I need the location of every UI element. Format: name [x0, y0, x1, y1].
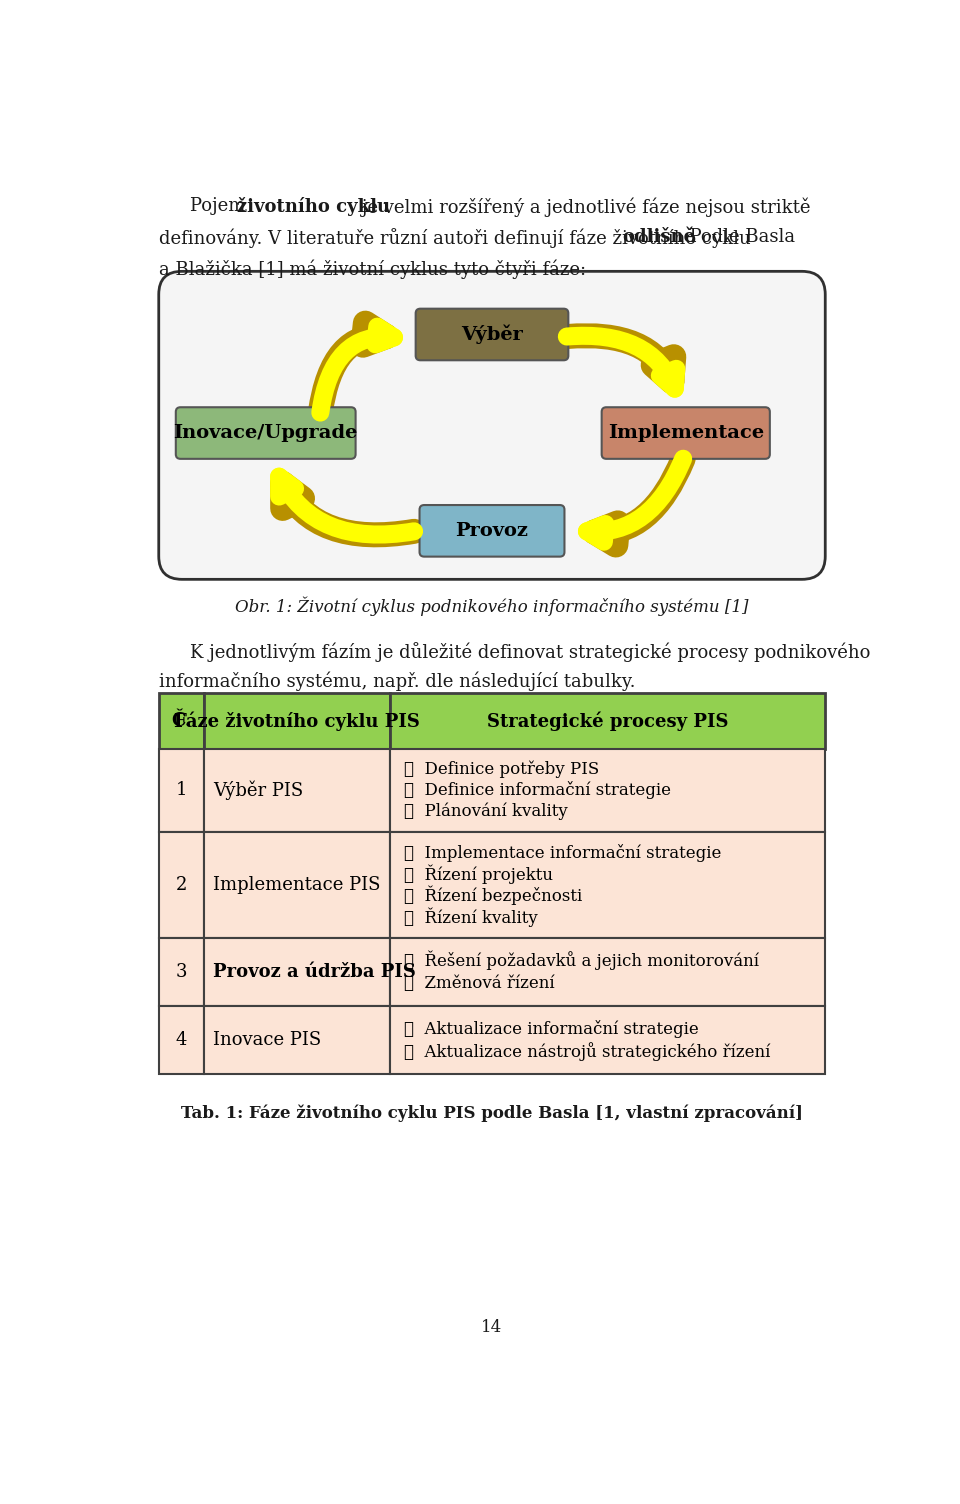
Text: informačního systému, např. dle následující tabulky.: informačního systému, např. dle následuj…: [158, 672, 636, 692]
FancyBboxPatch shape: [176, 408, 355, 459]
Bar: [204, 749, 390, 832]
Text: Implementace PIS: Implementace PIS: [213, 875, 380, 893]
Text: Strategické procesy PIS: Strategické procesy PIS: [487, 711, 729, 731]
Bar: [158, 693, 204, 749]
Text: životního cyklu: životního cyklu: [237, 197, 391, 217]
Bar: [390, 749, 826, 832]
Text: odlišně: odlišně: [622, 229, 695, 247]
Text: ➤  Změnová řízení: ➤ Změnová řízení: [403, 975, 554, 991]
FancyArrowPatch shape: [566, 335, 674, 382]
Text: 1: 1: [176, 781, 187, 799]
Text: 2: 2: [176, 875, 187, 893]
Text: Provoz: Provoz: [456, 522, 528, 540]
FancyBboxPatch shape: [416, 308, 568, 361]
FancyBboxPatch shape: [602, 408, 770, 459]
Bar: [390, 938, 826, 1006]
FancyArrowPatch shape: [282, 484, 414, 535]
Text: ➤  Plánování kvality: ➤ Plánování kvality: [403, 802, 567, 820]
Text: ➤  Definice informační strategie: ➤ Definice informační strategie: [403, 781, 671, 799]
Text: Č.: Č.: [171, 711, 191, 729]
Text: ➤  Aktualizace informační strategie: ➤ Aktualizace informační strategie: [403, 1020, 699, 1038]
Text: Tab. 1: Fáze životního cyklu PIS podle Basla [1, vlastní zpracování]: Tab. 1: Fáze životního cyklu PIS podle B…: [181, 1104, 803, 1122]
Text: a Blažička [1] má životní cyklus tyto čtyři fáze:: a Blažička [1] má životní cyklus tyto čt…: [158, 259, 586, 278]
Text: Obr. 1: Životní cyklus podnikového informačního systému [1]: Obr. 1: Životní cyklus podnikového infor…: [235, 596, 749, 615]
FancyBboxPatch shape: [420, 505, 564, 556]
Text: Výběr PIS: Výběr PIS: [213, 781, 303, 800]
Text: ➤  Řízení bezpečnosti: ➤ Řízení bezpečnosti: [403, 886, 582, 905]
Text: 4: 4: [176, 1030, 187, 1048]
Text: je velmi rozšířený a jednotlivé fáze nejsou striktě: je velmi rozšířený a jednotlivé fáze nej…: [356, 197, 810, 217]
Text: . Podle Basla: . Podle Basla: [679, 229, 796, 247]
Text: ➤  Implementace informační strategie: ➤ Implementace informační strategie: [403, 844, 721, 862]
FancyArrowPatch shape: [594, 459, 684, 544]
Bar: [158, 938, 204, 1006]
Text: K jednotlivým fázím je důležité definovat strategické procesy podnikového: K jednotlivým fázím je důležité definova…: [190, 642, 870, 662]
FancyArrowPatch shape: [279, 477, 414, 534]
Text: ➤  Řízení kvality: ➤ Řízení kvality: [403, 907, 538, 926]
Bar: [390, 1006, 826, 1074]
Text: ➤  Aktualizace nástrojů strategického řízení: ➤ Aktualizace nástrojů strategického říz…: [403, 1042, 770, 1060]
Bar: [204, 693, 390, 749]
FancyArrowPatch shape: [566, 335, 676, 388]
Bar: [204, 832, 390, 938]
Text: Výběr: Výběr: [461, 325, 523, 344]
FancyArrowPatch shape: [587, 459, 684, 541]
Bar: [204, 1006, 390, 1074]
Text: definovány. V literatuře různí autoři definují fáze životního cyklu: definovány. V literatuře různí autoři de…: [158, 229, 756, 248]
Text: Fáze životního cyklu PIS: Fáze životního cyklu PIS: [174, 711, 420, 731]
FancyArrowPatch shape: [321, 326, 394, 412]
Text: ➤  Řízení projektu: ➤ Řízení projektu: [403, 865, 553, 884]
Text: Implementace: Implementace: [608, 424, 764, 442]
Text: ➤  Řešení požadavků a jejich monitorování: ➤ Řešení požadavků a jejich monitorování: [403, 951, 758, 970]
Text: Inovace/Upgrade: Inovace/Upgrade: [174, 424, 358, 442]
Text: Provoz a údržba PIS: Provoz a údržba PIS: [213, 963, 416, 981]
Bar: [158, 832, 204, 938]
Text: 14: 14: [481, 1319, 503, 1336]
Text: Pojem: Pojem: [190, 197, 251, 215]
Text: ➤  Definice potřeby PIS: ➤ Definice potřeby PIS: [403, 761, 599, 778]
Bar: [390, 693, 826, 749]
Text: Inovace PIS: Inovace PIS: [213, 1030, 322, 1048]
FancyArrowPatch shape: [321, 323, 386, 412]
Bar: [204, 938, 390, 1006]
Text: 3: 3: [176, 963, 187, 981]
Bar: [158, 1006, 204, 1074]
Bar: [390, 832, 826, 938]
Bar: [158, 749, 204, 832]
FancyBboxPatch shape: [158, 271, 826, 579]
